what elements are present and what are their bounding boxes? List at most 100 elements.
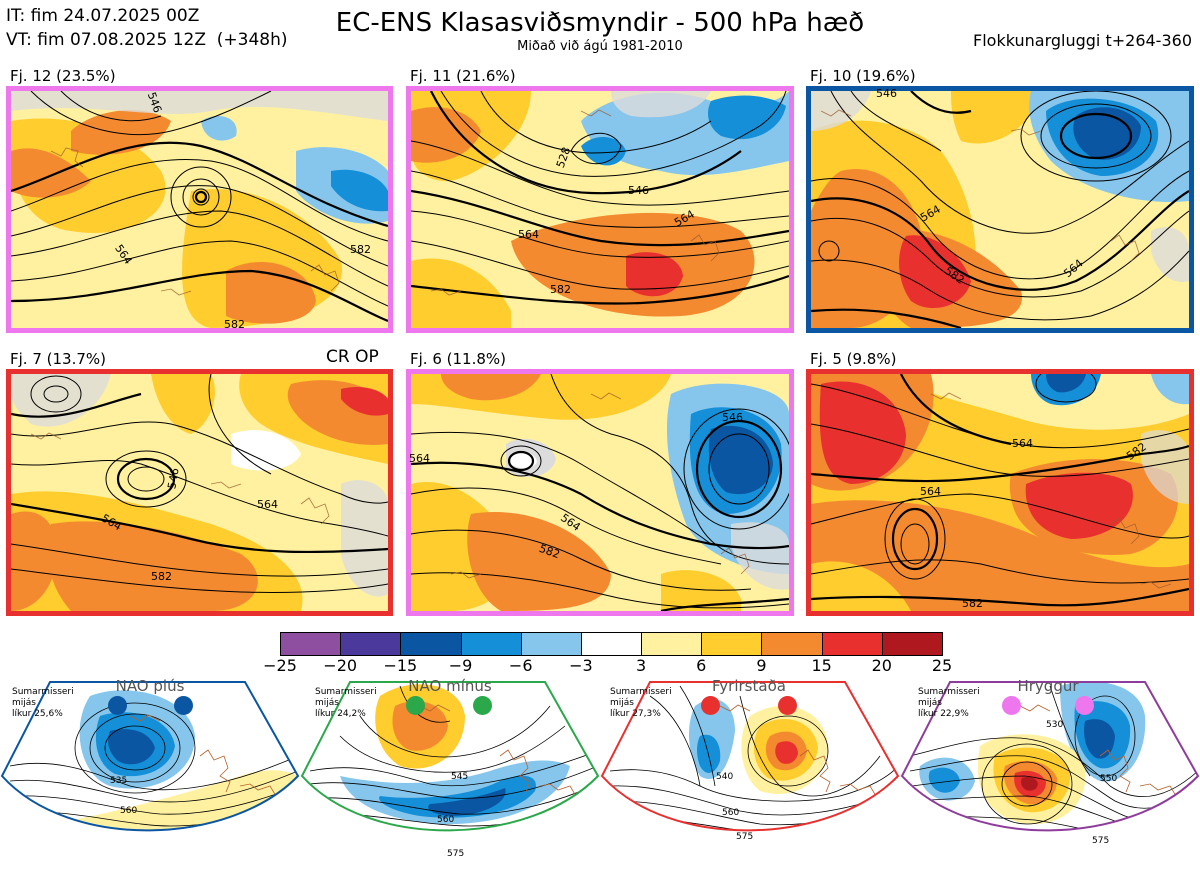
cluster-label-4: Fj. 7 (13.7%) bbox=[10, 350, 106, 368]
cluster-map-1 bbox=[6, 86, 393, 333]
regime-ridge-level: mijás bbox=[918, 698, 942, 708]
cluster-6-contour-label: 564 bbox=[1012, 437, 1033, 450]
cluster-2-contour-label: 564 bbox=[518, 228, 539, 241]
cluster-map-6-graphic bbox=[811, 374, 1189, 611]
regime-ridge: 530 550 575 Sumarmisseri mijás líkur 22,… bbox=[900, 676, 1200, 871]
cluster-6-contour-label: 564 bbox=[920, 485, 941, 498]
regime-blocking-contour: 540 bbox=[716, 772, 734, 782]
colorbar-tick-label: 9 bbox=[756, 656, 767, 675]
regime-nao-minus-marker bbox=[473, 696, 492, 715]
regime-nao-plus: 535 560 Sumarmisseri mijás líkur 25,6% N… bbox=[0, 676, 300, 871]
cluster-label-1: Fj. 12 (23.5%) bbox=[10, 67, 116, 85]
colorbar-tick-label: 15 bbox=[811, 656, 832, 675]
regime-blocking-likelihood: líkur 27,3% bbox=[610, 709, 661, 719]
regime-ridge-name: Hryggur bbox=[1017, 677, 1079, 695]
cluster-label-3: Fj. 10 (19.6%) bbox=[810, 67, 916, 85]
regime-nao-minus-contour: 560 bbox=[437, 815, 455, 825]
colorbar-tick-label: −15 bbox=[383, 656, 418, 675]
regime-blocking-contour: 575 bbox=[736, 832, 754, 842]
regime-nao-minus-season: Sumarmisseri bbox=[315, 687, 377, 697]
colorbar-tick-label: −9 bbox=[448, 656, 473, 675]
colorbar-swatch bbox=[701, 632, 763, 656]
cluster-map-5-graphic bbox=[411, 374, 789, 611]
cluster-1-contour-label: 582 bbox=[224, 318, 245, 331]
colorbar-tick-label: 3 bbox=[635, 656, 647, 675]
cluster-map-3 bbox=[806, 86, 1194, 333]
regime-nao-minus-contour: 575 bbox=[447, 849, 465, 859]
regime-nao-plus-marker bbox=[174, 696, 193, 715]
cluster-map-5 bbox=[406, 369, 794, 616]
colorbar-swatch bbox=[400, 632, 462, 656]
cluster-map-3-graphic bbox=[811, 91, 1189, 328]
colorbar-tick-label: −25 bbox=[263, 656, 297, 675]
colorbar-swatch bbox=[280, 632, 342, 656]
regime-nao-plus-season: Sumarmisseri bbox=[12, 687, 74, 697]
cluster-map-2-graphic bbox=[411, 91, 789, 328]
regime-nao-plus-level: mijás bbox=[12, 698, 36, 708]
regime-ridge-contour: 575 bbox=[1092, 836, 1110, 846]
regime-nao-plus-name: NAO plús bbox=[115, 677, 185, 695]
regime-ridge-season: Sumarmisseri bbox=[918, 687, 980, 697]
cluster-map-2 bbox=[406, 86, 794, 333]
cluster-3-contour-label: 546 bbox=[876, 87, 897, 100]
colorbar-swatch bbox=[641, 632, 703, 656]
colorbar-swatch bbox=[821, 632, 883, 656]
regime-blocking-contour: 560 bbox=[722, 808, 740, 818]
colorbar-swatch bbox=[580, 632, 643, 656]
cluster-label-2: Fj. 11 (21.6%) bbox=[410, 67, 516, 85]
regime-ridge-contour: 530 bbox=[1046, 720, 1064, 730]
cluster-label-5: Fj. 6 (11.8%) bbox=[410, 350, 506, 368]
cluster-map-4-graphic bbox=[11, 374, 388, 611]
colorbar-swatch bbox=[340, 632, 402, 656]
regime-blocking-map bbox=[600, 681, 900, 832]
regime-ridge-map bbox=[900, 681, 1200, 832]
regime-nao-minus-contour: 545 bbox=[451, 772, 469, 782]
colorbar-tick-label: 6 bbox=[696, 656, 707, 675]
regime-nao-minus: 545 560 575 Sumarmisseri mijás líkur 24,… bbox=[300, 676, 600, 871]
regime-nao-minus-level: mijás bbox=[315, 698, 339, 708]
regime-nao-minus-map bbox=[300, 681, 600, 832]
regime-blocking-level: mijás bbox=[610, 698, 634, 708]
control-operational-tag: CR OP bbox=[326, 347, 379, 367]
colorbar-swatch bbox=[881, 632, 943, 656]
page-subtitle: Miðað við ágú 1981-2010 bbox=[517, 39, 683, 54]
cluster-map-4 bbox=[6, 369, 393, 616]
cluster-4-contour-label: 564 bbox=[257, 498, 278, 511]
colorbar-tick-label: −3 bbox=[569, 656, 593, 675]
cluster-2-contour-label: 582 bbox=[550, 283, 571, 296]
regime-blocking-name: Fyrirstaða bbox=[712, 677, 786, 695]
cluster-6-contour-label: 582 bbox=[962, 597, 983, 610]
valid-time: VT: fim 07.08.2025 12Z (+348h) bbox=[6, 30, 288, 50]
regime-nao-minus-name: NAO mínus bbox=[408, 677, 492, 695]
colorbar-swatch bbox=[520, 632, 582, 656]
colorbar-tick-label: −6 bbox=[508, 656, 533, 675]
regime-blocking-marker bbox=[778, 696, 797, 715]
cluster-map-6 bbox=[806, 369, 1194, 616]
classification-window: Flokkunargluggi t+264-360 bbox=[973, 31, 1192, 50]
page-title: EC-ENS Klasasviðsmyndir - 500 hPa hæð bbox=[335, 8, 865, 38]
regime-nao-plus-contour: 535 bbox=[110, 776, 128, 786]
regime-ridge-marker bbox=[1075, 696, 1094, 715]
regime-ridge-marker bbox=[1002, 696, 1021, 715]
cluster-4-contour-label: 582 bbox=[151, 570, 172, 583]
regime-nao-plus-likelihood: líkur 25,6% bbox=[12, 709, 63, 719]
regime-blocking: 540 560 575 Sumarmisseri mijás líkur 27,… bbox=[600, 676, 900, 871]
regime-nao-plus-marker bbox=[108, 696, 127, 715]
cluster-1-contour-label: 582 bbox=[350, 243, 371, 256]
colorbar-tick-label: 25 bbox=[931, 656, 953, 675]
regimes-row: 535 560 Sumarmisseri mijás líkur 25,6% N… bbox=[0, 676, 1200, 871]
cluster-5-contour-label: 546 bbox=[722, 411, 743, 424]
cluster-map-1-graphic bbox=[11, 91, 388, 328]
cluster-5-contour-label: 564 bbox=[409, 452, 430, 465]
cluster-2-contour-label: 546 bbox=[628, 184, 649, 197]
colorbar-tick-label: −20 bbox=[323, 656, 358, 675]
colorbar-swatch bbox=[761, 632, 823, 656]
regime-nao-minus-marker bbox=[406, 696, 425, 715]
regime-nao-plus-contour: 560 bbox=[120, 806, 138, 816]
regime-nao-plus-map bbox=[0, 681, 300, 832]
init-time: IT: fim 24.07.2025 00Z bbox=[6, 6, 200, 26]
colorbar-swatch bbox=[460, 632, 522, 656]
regime-nao-minus-likelihood: líkur 24,2% bbox=[315, 709, 366, 719]
colorbar-tick-label: 20 bbox=[871, 656, 892, 675]
regime-ridge-contour: 550 bbox=[1100, 774, 1118, 784]
